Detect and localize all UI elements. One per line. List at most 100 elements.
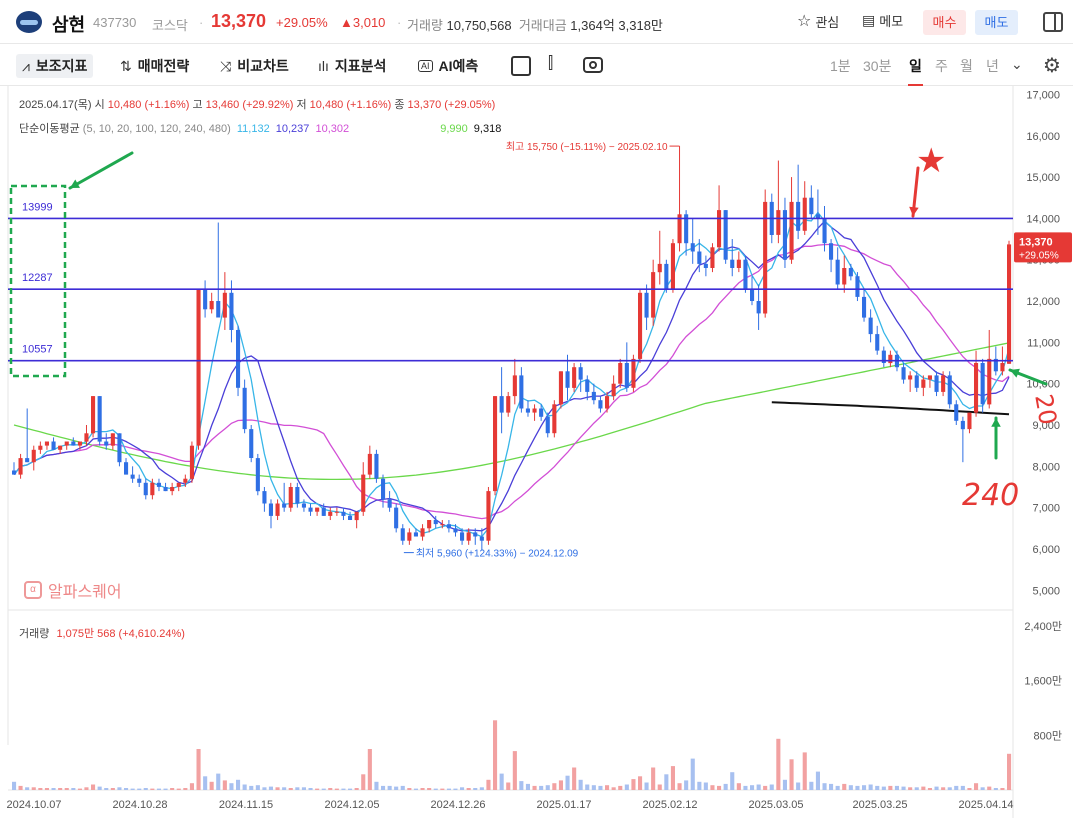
volume-bar bbox=[44, 788, 49, 790]
volume-bar bbox=[954, 785, 959, 790]
candle-body bbox=[723, 210, 728, 260]
candle-body bbox=[18, 458, 23, 475]
candle-type-icon[interactable]: ⫿ bbox=[548, 55, 554, 72]
date-tick-label: 2024.10.28 bbox=[112, 799, 167, 811]
timeframe-month[interactable]: 월 bbox=[960, 58, 973, 74]
amount-label: 거래대금 bbox=[518, 18, 567, 33]
analysis-button[interactable]: ılı 지표분석 bbox=[318, 54, 386, 78]
candle-body bbox=[697, 251, 702, 264]
candle-body bbox=[914, 375, 919, 388]
volume-bar bbox=[697, 781, 702, 790]
timeframe-30min[interactable]: 30분 bbox=[863, 58, 892, 74]
candle-body bbox=[183, 478, 188, 483]
indicator-icon: ⩘ bbox=[22, 57, 30, 74]
price-tick-label: 10,000 bbox=[1026, 379, 1060, 391]
strategy-label: 매매전략 bbox=[137, 58, 190, 74]
close-label: 종 bbox=[394, 99, 405, 111]
price-tick-label: 5,000 bbox=[1032, 585, 1060, 597]
gear-icon[interactable]: ⚙ bbox=[1043, 55, 1061, 77]
candle-body bbox=[552, 404, 557, 434]
candle-body bbox=[203, 288, 208, 310]
candle-body bbox=[993, 358, 998, 372]
timeframe-week[interactable]: 주 bbox=[935, 58, 948, 74]
compare-label: 비교차트 bbox=[237, 58, 289, 74]
volume-bar bbox=[769, 784, 774, 790]
volume-bar bbox=[835, 785, 840, 790]
volume-bar bbox=[960, 785, 965, 790]
timeframe-1min[interactable]: 1분 bbox=[830, 58, 851, 74]
volume-bar bbox=[381, 785, 386, 790]
volume-bar bbox=[809, 781, 814, 790]
level-lines: 13999 12287 10557 bbox=[8, 201, 1013, 362]
chevron-down-icon[interactable]: ⌄ bbox=[1011, 56, 1023, 72]
annotation-arrow-green-head bbox=[991, 418, 1001, 427]
ai-predict-button[interactable]: AI AI예측 bbox=[418, 54, 478, 78]
candle-body bbox=[815, 214, 820, 219]
volume-bar bbox=[38, 788, 43, 790]
candle-body bbox=[684, 214, 689, 244]
candle-body bbox=[493, 396, 498, 492]
level-label: 12287 bbox=[22, 272, 53, 284]
volume-bar bbox=[525, 783, 530, 790]
candle-body bbox=[545, 416, 550, 434]
buy-button[interactable]: 매수 bbox=[923, 10, 966, 35]
candle-body bbox=[282, 503, 287, 508]
current-price-label: 13,370 bbox=[1019, 236, 1053, 248]
candle-body bbox=[664, 263, 669, 289]
candle-body bbox=[222, 292, 227, 318]
candle-body bbox=[657, 263, 662, 273]
volume-bar bbox=[901, 786, 906, 790]
compare-button[interactable]: ⤨ 비교차트 bbox=[220, 54, 289, 78]
volume-bar bbox=[117, 787, 122, 790]
volume-bar bbox=[815, 771, 820, 790]
sell-button[interactable]: 매도 bbox=[975, 10, 1018, 35]
timeframe-year[interactable]: 년 bbox=[986, 58, 999, 74]
ma-label: 단순이동평균 bbox=[19, 123, 80, 135]
candle-body bbox=[921, 379, 926, 388]
handwritten-star: ★ bbox=[916, 141, 946, 181]
volume-bar bbox=[203, 776, 208, 790]
candle-body bbox=[499, 396, 504, 413]
volume-bar bbox=[124, 788, 129, 790]
volume-bar bbox=[690, 758, 695, 790]
candle-body bbox=[855, 276, 860, 297]
candle-body bbox=[901, 367, 906, 380]
ai-label: AI예측 bbox=[438, 58, 479, 74]
candle-body bbox=[848, 268, 853, 277]
candle-body bbox=[137, 478, 142, 483]
candle-body bbox=[268, 503, 273, 516]
strategy-button[interactable]: ⇅ 매매전략 bbox=[120, 54, 189, 78]
price-tick-label: 14,000 bbox=[1026, 213, 1060, 225]
camera-icon[interactable] bbox=[583, 57, 603, 73]
volume-bar bbox=[394, 786, 399, 790]
timeframe-day[interactable]: 일 bbox=[908, 58, 923, 86]
volume-bar bbox=[97, 786, 102, 790]
indicators-button[interactable]: ⩘ 보조지표 bbox=[16, 54, 94, 78]
stock-name[interactable]: 삼현 bbox=[52, 15, 86, 35]
candle-body bbox=[796, 201, 801, 231]
watch-button[interactable]: ☆ 관심 bbox=[797, 11, 839, 31]
volume-bar bbox=[150, 788, 155, 790]
candle-body bbox=[743, 259, 748, 289]
star-icon: ☆ bbox=[797, 13, 812, 30]
drawing-box-icon[interactable] bbox=[511, 56, 531, 76]
shuffle-icon: ⤨ bbox=[220, 57, 232, 74]
market-label: 코스닥 bbox=[152, 18, 188, 33]
candle-body bbox=[756, 301, 761, 314]
side-panel-icon[interactable] bbox=[1043, 12, 1063, 32]
candle-body bbox=[730, 259, 735, 268]
candle-body bbox=[578, 367, 583, 380]
volume-bar bbox=[493, 720, 498, 790]
open-label: 시 bbox=[94, 99, 105, 111]
ma-line-20 bbox=[13, 243, 1010, 520]
candle-body bbox=[84, 433, 89, 442]
candle-body bbox=[328, 511, 333, 516]
volume-bar bbox=[196, 749, 201, 790]
candle-body bbox=[400, 528, 405, 541]
memo-button[interactable]: ▤ 메모 bbox=[862, 11, 903, 30]
volume-bar bbox=[446, 788, 451, 790]
volume-bar bbox=[374, 781, 379, 790]
indicators-label: 보조지표 bbox=[35, 58, 88, 74]
candle-body bbox=[842, 268, 847, 285]
